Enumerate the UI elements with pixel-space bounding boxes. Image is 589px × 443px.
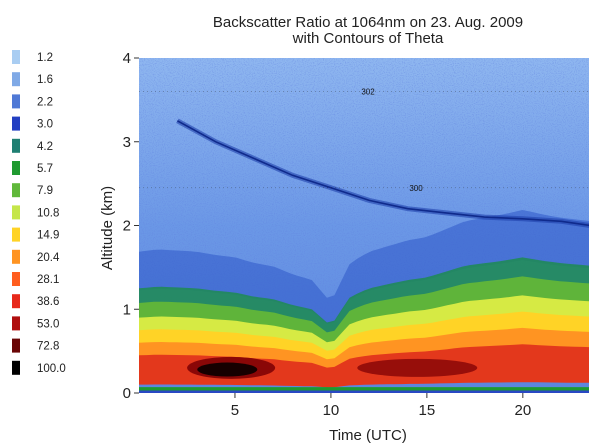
colorbar-label: 5.7 [37, 163, 53, 175]
x-tick-label: 15 [419, 402, 436, 419]
colorbar-label: 14.9 [37, 230, 59, 242]
colorbar-swatch [12, 116, 20, 131]
x-axis-label: Time (UTC) [329, 427, 407, 443]
colorbar-label: 1.2 [37, 52, 53, 64]
darkred-core [357, 358, 478, 377]
colorbar-swatch [12, 272, 20, 286]
y-tick-label: 0 [123, 385, 131, 402]
colorbar-label: 3.0 [37, 119, 53, 131]
colorbar-swatch [12, 94, 20, 109]
colorbar-swatch [12, 72, 20, 87]
plot-area: 302 300 [139, 58, 589, 393]
upper-aerosol-layer-core [177, 120, 589, 227]
theta-contour-label: 302 [361, 88, 375, 97]
colorbar-label: 10.8 [37, 207, 59, 219]
y-tick-label: 4 [123, 50, 131, 67]
colorbar-swatch [12, 294, 20, 309]
surface-band [139, 390, 589, 393]
colorbar-swatch [12, 183, 20, 198]
y-axis: 0 1 2 3 4 [123, 50, 139, 402]
colorbar-swatch [12, 360, 20, 375]
y-tick-label: 3 [123, 134, 131, 151]
colorbar: 1.2 1.6 2.2 3.0 4.2 5.7 7.9 10.8 14.9 20.4 28.1 38.… [12, 50, 66, 375]
colorbar-swatch [12, 50, 20, 64]
colorbar-swatch [12, 227, 20, 242]
colorbar-swatch [12, 138, 20, 153]
colorbar-swatch [12, 249, 20, 264]
colorbar-swatch [12, 161, 20, 175]
colorbar-label: 53.0 [37, 318, 59, 330]
colorbar-swatch [12, 316, 20, 331]
y-tick-label: 1 [123, 301, 131, 318]
colorbar-label: 100.0 [37, 363, 66, 375]
green-band [139, 257, 589, 334]
black-core [197, 362, 258, 377]
colorbar-label: 28.1 [37, 274, 59, 286]
y-tick-label: 2 [123, 218, 131, 235]
x-tick-label: 10 [323, 402, 340, 419]
colorbar-label: 4.2 [37, 141, 53, 153]
colorbar-label: 1.6 [37, 74, 53, 86]
x-axis: 5 10 15 20 [231, 393, 531, 419]
chart-subtitle: with Contours of Theta [292, 30, 444, 47]
y-axis-label: Altitude (km) [99, 186, 116, 270]
x-tick-label: 20 [514, 402, 531, 419]
theta-contour-label: 300 [409, 184, 423, 193]
lightgreen-band [139, 276, 589, 344]
colorbar-label: 38.6 [37, 296, 59, 308]
colorbar-swatch [12, 338, 20, 353]
yellowgreen-band [139, 295, 589, 353]
colorbar-label: 20.4 [37, 252, 60, 264]
colorbar-label: 7.9 [37, 185, 53, 197]
chart-title: Backscatter Ratio at 1064nm on 23. Aug. … [213, 14, 523, 31]
surface-band [139, 387, 589, 393]
transition-band [139, 210, 589, 324]
colorbar-label: 72.8 [37, 341, 59, 353]
colorbar-swatch [12, 205, 20, 220]
colorbar-label: 2.2 [37, 96, 53, 108]
x-tick-label: 5 [231, 402, 239, 419]
